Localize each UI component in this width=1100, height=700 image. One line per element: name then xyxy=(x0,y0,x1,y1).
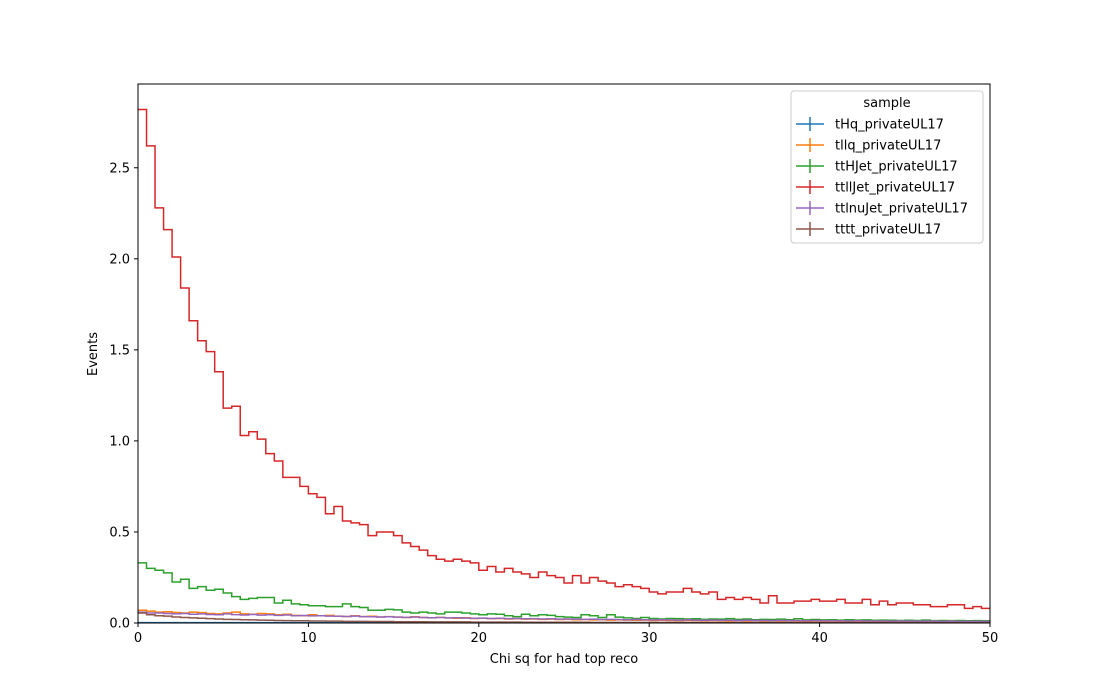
legend-label-2: ttHJet_privateUL17 xyxy=(835,160,958,175)
legend-entry-4: ttlnuJet_privateUL17 xyxy=(796,201,968,217)
x-axis-label: Chi sq for had top reco xyxy=(490,652,638,667)
legend-label-5: tttt_privateUL17 xyxy=(835,223,941,238)
legend-entry-0: tHq_privateUL17 xyxy=(796,117,944,133)
y-axis-label: Events xyxy=(86,332,101,376)
y-tick-label-0: 0.0 xyxy=(109,617,130,632)
legend-entry-1: tllq_privateUL17 xyxy=(796,138,941,154)
legend-label-4: ttlnuJet_privateUL17 xyxy=(835,202,968,217)
series-line-3 xyxy=(138,108,990,610)
legend: sample tHq_privateUL17 tllq_privateUL17tt… xyxy=(790,90,984,244)
series-line-4 xyxy=(138,611,990,623)
y-axis-ticks: 0.0 0.5 1.0 1.5 2.0 2.5 xyxy=(109,161,138,632)
legend-entries: tHq_privateUL17 tllq_privateUL17 ttHJet_pr… xyxy=(796,117,968,238)
series-line-2 xyxy=(138,562,990,622)
x-axis-ticks: 0 10 20 30 40 50 xyxy=(134,623,998,646)
x-tick-label-1: 10 xyxy=(300,631,317,646)
legend-box xyxy=(790,90,984,244)
y-tick-label-2: 1.0 xyxy=(109,434,130,449)
x-tick-label-4: 40 xyxy=(811,631,828,646)
x-tick-label-0: 0 xyxy=(134,631,142,646)
y-tick-label-3: 1.5 xyxy=(109,343,130,358)
y-tick-label-5: 2.5 xyxy=(109,161,130,176)
y-tick-label-1: 0.5 xyxy=(109,525,130,540)
legend-entry-2: ttHJet_privateUL17 xyxy=(796,159,958,175)
x-tick-label-3: 30 xyxy=(641,631,658,646)
y-tick-label-4: 2.0 xyxy=(109,252,130,267)
legend-title: sample xyxy=(863,96,910,111)
legend-label-3: ttllJet_privateUL17 xyxy=(835,181,955,196)
x-tick-label-5: 50 xyxy=(982,631,999,646)
legend-label-1: tllq_privateUL17 xyxy=(835,139,941,154)
legend-label-0: tHq_privateUL17 xyxy=(835,118,944,133)
x-tick-label-2: 20 xyxy=(471,631,488,646)
legend-entry-3: ttllJet_privateUL17 xyxy=(796,180,955,196)
legend-entry-5: tttt_privateUL17 xyxy=(796,222,941,238)
plot-frame xyxy=(137,83,991,624)
